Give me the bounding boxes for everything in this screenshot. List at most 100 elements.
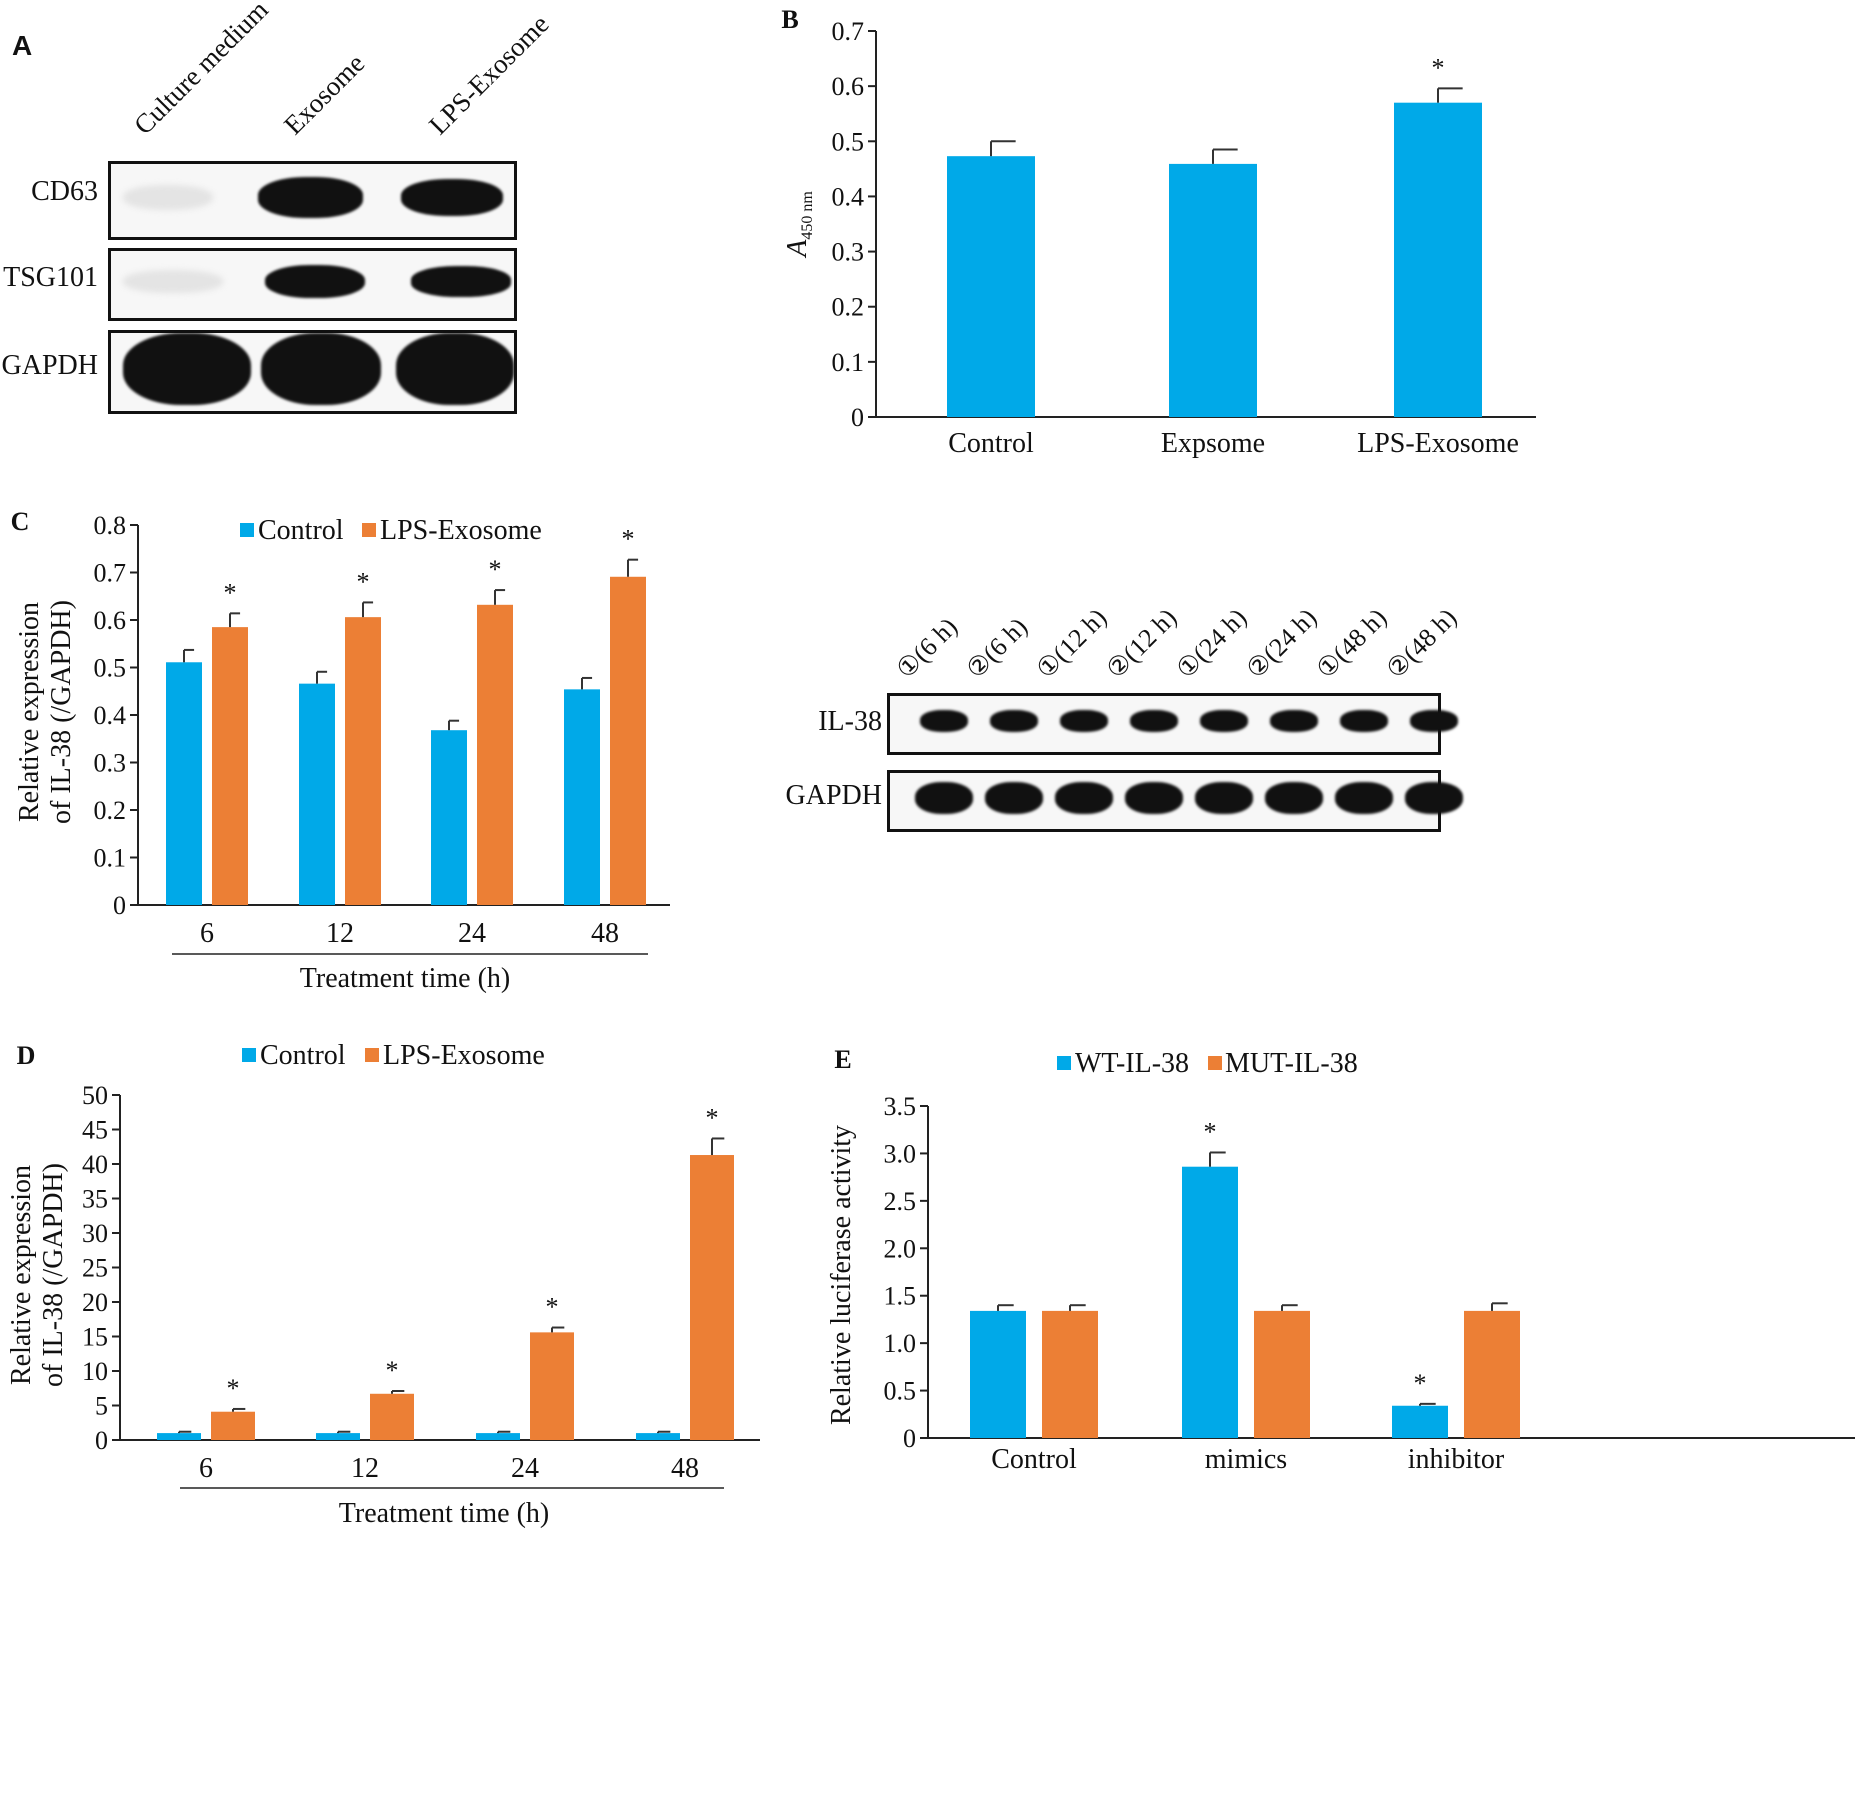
legend-swatch-lps [365,1048,379,1062]
blot-band [258,177,363,218]
x-tick-label: 48 [591,918,619,949]
blot-c-row-il-38 [887,693,1458,755]
y-tick-label: 0.2 [94,796,127,825]
y-axis-label: Relative expression of IL-38 (/GAPDH) [14,600,77,824]
y-tick-label: 1.0 [884,1329,917,1358]
y-axis-label-line2: of IL-38 (/GAPDH) [46,600,77,824]
chart-e-svg: 0 0.5 1.0 1.5 2.0 2.5 3.0 3.5 Control * mimics * inh… [826,1045,1855,1475]
blot-band [1335,781,1393,815]
bar [1182,1166,1238,1438]
chart-c-svg: 0 0.1 0.2 0.3 0.4 0.5 0.6 0.7 0.8 * 6 * 12 * 24 * 48 C Tre… [11,507,670,994]
blot-band [261,333,381,405]
blot-band [1195,781,1253,815]
y-axis-label-line1: Relative expression [14,602,45,822]
chart-d-svg: 0 5 10 15 20 25 30 35 40 45 50 * 6 * 12 * 24 * 48 D Treatmen… [6,1040,760,1529]
bar [1464,1310,1520,1438]
significance-marker: * [489,555,502,584]
bar [564,689,600,905]
blot-band [265,264,365,299]
y-tick-label: 50 [82,1081,108,1110]
y-tick-label: 0.6 [832,72,865,101]
blot-a-lane-label: Culture medium [128,0,274,141]
y-tick-label: 25 [82,1254,108,1283]
bar [636,1433,680,1440]
bar [970,1310,1026,1438]
y-tick-label: 20 [82,1288,108,1317]
y-tick-label: 40 [82,1150,108,1179]
y-tick-label: 0.7 [94,559,127,588]
y-tick-label: 0.4 [94,701,127,730]
y-tick-label: 0.3 [94,749,127,778]
x-tick-label: LPS-Exosome [1357,428,1519,459]
blot-c-lane-label: ②(24 h) [1240,602,1323,685]
chart-c: 0 0.1 0.2 0.3 0.4 0.5 0.6 0.7 0.8 * 6 * 12 * 24 * 48 C Tre… [0,490,820,1010]
bar [316,1433,360,1440]
legend-label-wt: WT-IL-38 [1075,1048,1189,1079]
x-tick-label: 24 [511,1453,539,1484]
y-tick-label: 0 [113,891,126,920]
blot-a-row-label: TSG101 [3,262,98,293]
y-tick-label: 35 [82,1185,108,1214]
chart-e: 0 0.5 1.0 1.5 2.0 2.5 3.0 3.5 Control * mimics * inh… [820,1020,1855,1808]
y-tick-label: 0.5 [832,127,865,156]
bar [947,156,1035,417]
y-tick-label: 30 [82,1219,108,1248]
bar [212,627,248,905]
blot-band [1340,710,1388,732]
y-tick-label: 3.5 [884,1092,917,1121]
legend-label-control: Control [258,515,344,546]
bar [157,1433,201,1440]
legend-label-lps: LPS-Exosome [380,515,542,546]
significance-marker: * [224,578,237,607]
blot-c-lane-label: ②(12 h) [1100,602,1183,685]
blot-band [396,333,514,405]
x-tick-label: 6 [200,918,214,949]
blot-band [1405,781,1463,815]
x-tick-label: 12 [351,1453,379,1484]
blot-band [401,179,503,216]
bar [1392,1405,1448,1438]
y-tick-label: 5 [95,1392,108,1421]
blot-band [915,781,973,815]
significance-marker: * [386,1356,399,1385]
panel-letter-e: E [834,1045,851,1074]
blot-band [985,781,1043,815]
y-axis-label-line2: of IL-38 (/GAPDH) [38,1163,69,1387]
x-tick-label: Control [948,428,1034,459]
y-axis-label-text: A450 nm [782,191,816,259]
y-axis-label-line1: Relative expression [6,1165,37,1385]
blot-a-row-label: GAPDH [1,350,98,381]
x-tick-label: Control [991,1444,1077,1475]
y-tick-label: 0.5 [94,654,127,683]
blot-band [920,710,968,732]
x-tick-label: mimics [1205,1444,1287,1475]
significance-marker: * [546,1293,559,1322]
y-axis-label: Relative expression of IL-38 (/GAPDH) [6,1163,69,1387]
bar [431,730,467,905]
blot-c-lane-label: ①(48 h) [1310,602,1393,685]
blot-band [123,269,223,294]
panel-letter-d: D [17,1041,36,1070]
blot-band [123,184,213,211]
significance-marker: * [1432,53,1445,82]
legend-label-control: Control [260,1040,346,1071]
blot-band [1270,710,1318,732]
blot-c-lane-label: ①(6 h) [890,612,964,685]
bar [211,1411,255,1440]
legend-swatch-control [242,1048,256,1062]
blot-c-row-label: GAPDH [785,780,882,811]
legend-label-lps: LPS-Exosome [383,1040,545,1071]
significance-marker: * [227,1374,240,1403]
y-tick-label: 0 [95,1426,108,1455]
x-axis-title: Treatment time (h) [300,963,510,994]
blot-a-lane-label: LPS-Exosome [423,8,555,141]
y-tick-label: 15 [82,1323,108,1352]
bar [166,662,202,905]
panel-letter-b: B [781,5,798,34]
blot-band [1130,710,1178,732]
y-tick-label: 1.5 [884,1282,917,1311]
significance-marker: * [706,1103,719,1132]
blot-band [411,266,511,297]
bar [477,604,513,905]
panel-letter-c: C [11,507,30,536]
